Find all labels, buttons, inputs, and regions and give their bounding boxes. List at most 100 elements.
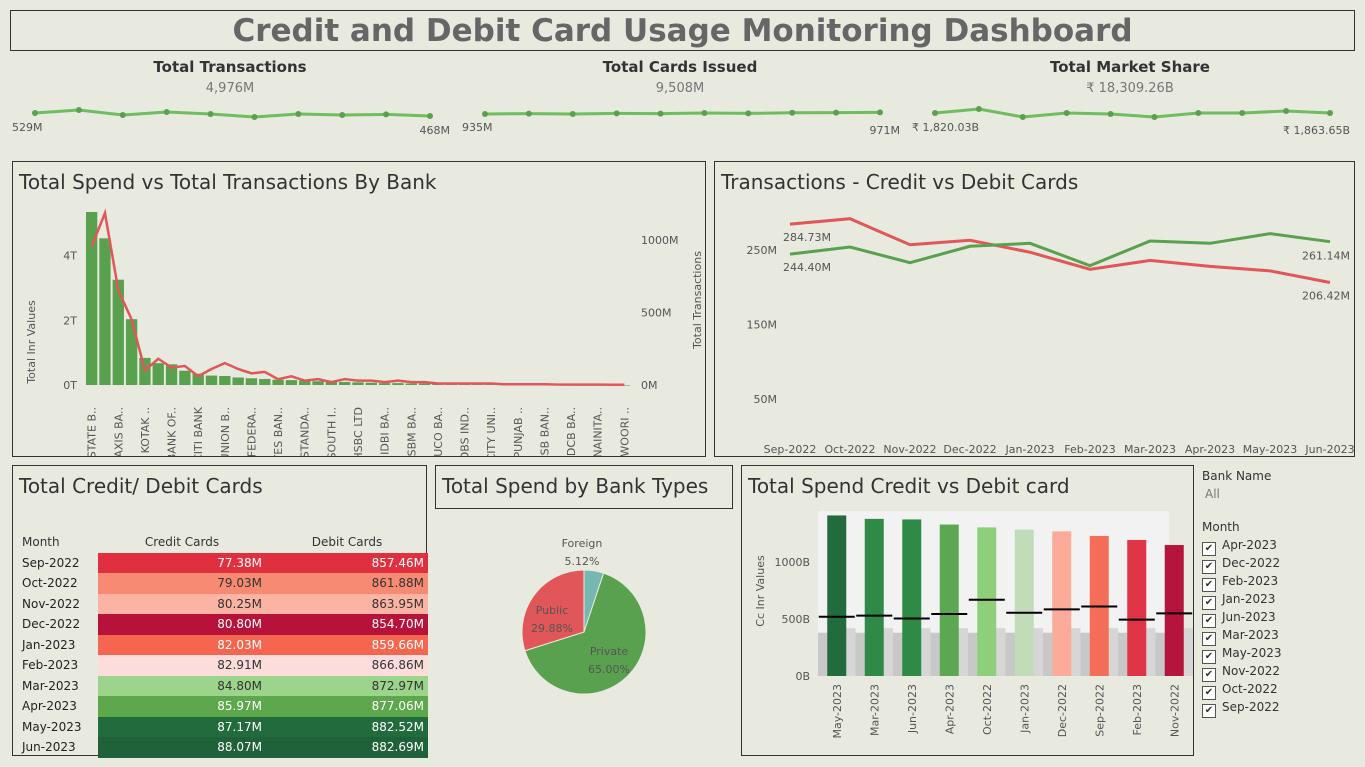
table-row: Apr-2023 85.97M 877.06M xyxy=(18,696,428,717)
sparkline-point xyxy=(1107,111,1114,117)
pie-label-name: Public xyxy=(536,604,569,617)
checkbox-checked-icon[interactable]: ✔ xyxy=(1202,650,1216,664)
bank-y2-tick: 500M xyxy=(641,307,672,320)
table-cell-credit: 84.80M xyxy=(98,675,266,696)
bank-bar xyxy=(312,381,324,385)
sparkline-point xyxy=(295,111,302,117)
table-cell-debit: 872.97M xyxy=(266,675,428,696)
checkbox-checked-icon[interactable]: ✔ xyxy=(1202,668,1216,682)
spend-y-tick: 0B xyxy=(795,670,810,683)
sparkline-point xyxy=(1195,110,1202,116)
pie-label-name: Private xyxy=(590,645,629,658)
cd-y-tick: 150M xyxy=(747,319,778,332)
bank-bar xyxy=(352,382,364,385)
sparkline-point xyxy=(701,110,708,116)
kpi-total-cards-issued: Total Cards Issued 9,508M 935M 971M xyxy=(460,58,900,148)
checkbox-checked-icon[interactable]: ✔ xyxy=(1202,704,1216,718)
checkbox-checked-icon[interactable]: ✔ xyxy=(1202,686,1216,700)
month-filter-option[interactable]: ✔ Mar-2023 xyxy=(1202,626,1279,646)
spend-x-label: Apr-2023 xyxy=(943,684,956,734)
cd-chart: 250M 150M 50M 284.73M 206.42M 244.40M 261.14M S… xyxy=(747,217,1354,456)
spend-bar xyxy=(902,519,922,676)
pie-title: Total Spend by Bank Types xyxy=(442,474,709,498)
bank-chart: Total Inr Values 4T 2T 0T 1000M 500M 0M STATE B… xyxy=(25,208,679,456)
table-row: Jun-2023 88.07M 882.69M xyxy=(18,737,428,758)
table-cell-credit: 79.03M xyxy=(98,573,266,594)
sparkline-first-label: ₹ 1,820.03B xyxy=(912,121,979,134)
month-filter-option-label: May-2023 xyxy=(1222,646,1282,660)
sparkline-last-label: 971M xyxy=(870,124,901,137)
kpi-sparkline: 529M 468M xyxy=(12,107,451,137)
col-header-month: Month xyxy=(22,535,60,550)
spend-x-label: Oct-2022 xyxy=(981,684,994,735)
kpi-value: 4,976M xyxy=(205,81,255,96)
spend-y-label: Cc Inr Values xyxy=(754,555,767,627)
month-filter-option[interactable]: ✔ Sep-2022 xyxy=(1202,698,1280,718)
checkbox-checked-icon[interactable]: ✔ xyxy=(1202,596,1216,610)
table-cell-credit: 82.03M xyxy=(98,634,266,655)
month-filter-option[interactable]: ✔ Dec-2022 xyxy=(1202,554,1281,574)
month-filter-option[interactable]: ✔ Oct-2022 xyxy=(1202,680,1278,700)
spend-cd-title: Total Spend Credit vs Debit card xyxy=(748,474,1070,498)
pie-panel: Total Spend by Bank Types xyxy=(435,465,733,509)
sparkline-point xyxy=(789,109,796,116)
sparkline-point xyxy=(657,110,664,117)
spend-x-label: Feb-2023 xyxy=(1131,684,1144,735)
table-row: Sep-2022 77.38M 857.46M xyxy=(18,552,428,573)
bank-y-label: Total Inr Values xyxy=(25,300,38,385)
table-cell-month: Mar-2023 xyxy=(22,678,79,693)
pie-slice xyxy=(524,572,647,695)
table-cell-debit: 857.46M xyxy=(266,552,428,573)
bank-chart-title: Total Spend vs Total Transactions By Ban… xyxy=(19,170,437,194)
table-row: Feb-2023 82.91M 866.86M xyxy=(18,655,428,676)
sparkline-point xyxy=(482,111,488,117)
bank-bar xyxy=(405,383,417,385)
month-filter-option-label: Apr-2023 xyxy=(1222,538,1277,552)
checkbox-checked-icon[interactable]: ✔ xyxy=(1202,542,1216,556)
sparkline-point xyxy=(119,112,126,118)
cd-x-label: Jan-2023 xyxy=(1005,443,1055,456)
kpi-total-market-share: Total Market Share ₹ 18,309.26B ₹ 1,820.… xyxy=(910,58,1350,148)
month-filter-option[interactable]: ✔ Nov-2022 xyxy=(1202,662,1280,682)
sparkline-point xyxy=(75,107,82,113)
bank-x-label: UCO BA.. xyxy=(432,407,445,456)
table-cell-debit: 882.69M xyxy=(266,737,428,758)
table-cell-debit: 861.88M xyxy=(266,573,428,594)
checkbox-checked-icon[interactable]: ✔ xyxy=(1202,560,1216,574)
spend-bar xyxy=(1014,529,1034,676)
month-filter-option-label: Feb-2023 xyxy=(1222,574,1279,588)
sparkline-point xyxy=(339,112,346,118)
table-cell-month: Nov-2022 xyxy=(22,596,80,611)
sparkline-point xyxy=(1063,110,1070,116)
checkbox-checked-icon[interactable]: ✔ xyxy=(1202,578,1216,592)
bank-filter-dropdown[interactable]: All xyxy=(1205,487,1220,501)
table-cell-credit: 80.80M xyxy=(98,614,266,635)
sparkline-first-label: 935M xyxy=(462,121,493,134)
table-cell-month: May-2023 xyxy=(22,719,82,734)
cd-x-label: Nov-2022 xyxy=(883,443,936,456)
month-filter-option-label: Nov-2022 xyxy=(1222,664,1280,678)
month-filter-option[interactable]: ✔ Feb-2023 xyxy=(1202,572,1279,592)
checkbox-checked-icon[interactable]: ✔ xyxy=(1202,632,1216,646)
table-cell-month: Jun-2023 xyxy=(22,740,76,755)
bank-y2-tick: 1000M xyxy=(641,234,679,247)
cd-y-tick: 50M xyxy=(754,393,778,406)
month-filter-option[interactable]: ✔ Apr-2023 xyxy=(1202,536,1277,556)
table-cell-month: Oct-2022 xyxy=(22,576,78,591)
spend-x-label: Sep-2022 xyxy=(1093,684,1106,737)
checkbox-checked-icon[interactable]: ✔ xyxy=(1202,614,1216,628)
month-filter-option-label: Sep-2022 xyxy=(1222,700,1280,714)
month-filter-option[interactable]: ✔ Jan-2023 xyxy=(1202,590,1275,610)
cd-chart-title: Transactions - Credit vs Debit Cards xyxy=(721,170,1079,194)
month-filter-option[interactable]: ✔ May-2023 xyxy=(1202,644,1282,664)
table-cell-credit: 77.38M xyxy=(98,552,266,573)
month-filter-option-label: Dec-2022 xyxy=(1222,556,1281,570)
pie-slice xyxy=(521,569,585,652)
month-filter-option[interactable]: ✔ Jun-2023 xyxy=(1202,608,1276,628)
col-header-credit: Credit Cards xyxy=(144,535,220,550)
month-filter-option-label: Jun-2023 xyxy=(1222,610,1276,624)
bank-x-label: SBM BA.. xyxy=(405,407,418,456)
sparkline-last-label: 468M xyxy=(420,124,451,137)
sparkline-point xyxy=(569,111,576,117)
sparkline-point xyxy=(251,114,258,120)
